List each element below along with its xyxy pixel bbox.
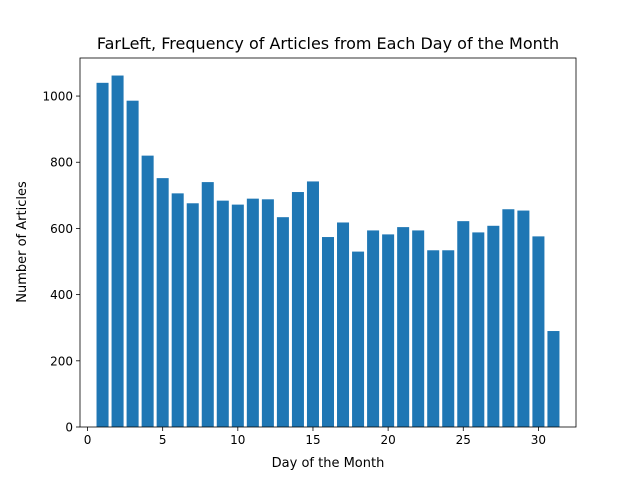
bar-day-20 xyxy=(382,234,395,427)
x-tick-label: 20 xyxy=(380,433,395,447)
y-tick-label: 1000 xyxy=(42,90,73,104)
bar-day-10 xyxy=(231,204,244,427)
bar-day-11 xyxy=(246,198,259,427)
bar-day-26 xyxy=(472,232,485,427)
bar-day-18 xyxy=(352,251,365,427)
bar-day-17 xyxy=(337,222,350,427)
y-tick-label: 0 xyxy=(65,421,73,435)
bar-day-25 xyxy=(457,221,470,427)
bar-day-3 xyxy=(126,100,139,427)
bar-day-21 xyxy=(397,227,410,427)
bar-day-23 xyxy=(427,250,440,427)
bar-day-5 xyxy=(156,178,169,427)
bar-day-19 xyxy=(367,230,380,427)
bar-day-9 xyxy=(216,200,229,427)
x-tick-label: 5 xyxy=(159,433,167,447)
plot-frame xyxy=(79,57,577,428)
y-ticks: 0 200 400 600 800 1000 xyxy=(42,90,80,435)
x-tick-label: 30 xyxy=(531,433,546,447)
bar-day-15 xyxy=(306,181,319,427)
chart-title: FarLeft, Frequency of Articles from Each… xyxy=(97,34,559,53)
x-tick-label: 15 xyxy=(305,433,320,447)
x-tick-label: 0 xyxy=(84,433,92,447)
bar-day-14 xyxy=(291,192,304,427)
y-axis-label: Number of Articles xyxy=(15,181,30,303)
y-tick-label: 600 xyxy=(50,222,73,236)
bar-day-29 xyxy=(517,210,530,427)
y-tick-label: 200 xyxy=(50,354,73,368)
bar-day-2 xyxy=(111,75,124,427)
bar-day-30 xyxy=(532,236,545,427)
bar-day-24 xyxy=(442,250,455,427)
bar-day-13 xyxy=(276,217,289,427)
bar-day-31 xyxy=(547,331,560,427)
y-tick-label: 800 xyxy=(50,156,73,170)
bar-day-1 xyxy=(96,82,109,427)
bar-day-27 xyxy=(487,225,500,427)
bar-day-22 xyxy=(412,230,425,427)
bar-day-6 xyxy=(171,193,184,427)
x-axis-label: Day of the Month xyxy=(272,456,385,471)
bar-day-8 xyxy=(201,182,214,427)
x-ticks: 0 5 10 15 20 25 30 xyxy=(84,427,546,447)
y-tick-label: 400 xyxy=(50,288,73,302)
bar-day-12 xyxy=(261,199,274,427)
bars-group xyxy=(96,75,560,427)
x-tick-label: 25 xyxy=(456,433,471,447)
bar-day-16 xyxy=(321,237,335,427)
bar-day-4 xyxy=(141,155,154,427)
bar-day-7 xyxy=(186,203,199,427)
x-tick-label: 10 xyxy=(230,433,245,447)
bar-day-28 xyxy=(502,209,515,427)
